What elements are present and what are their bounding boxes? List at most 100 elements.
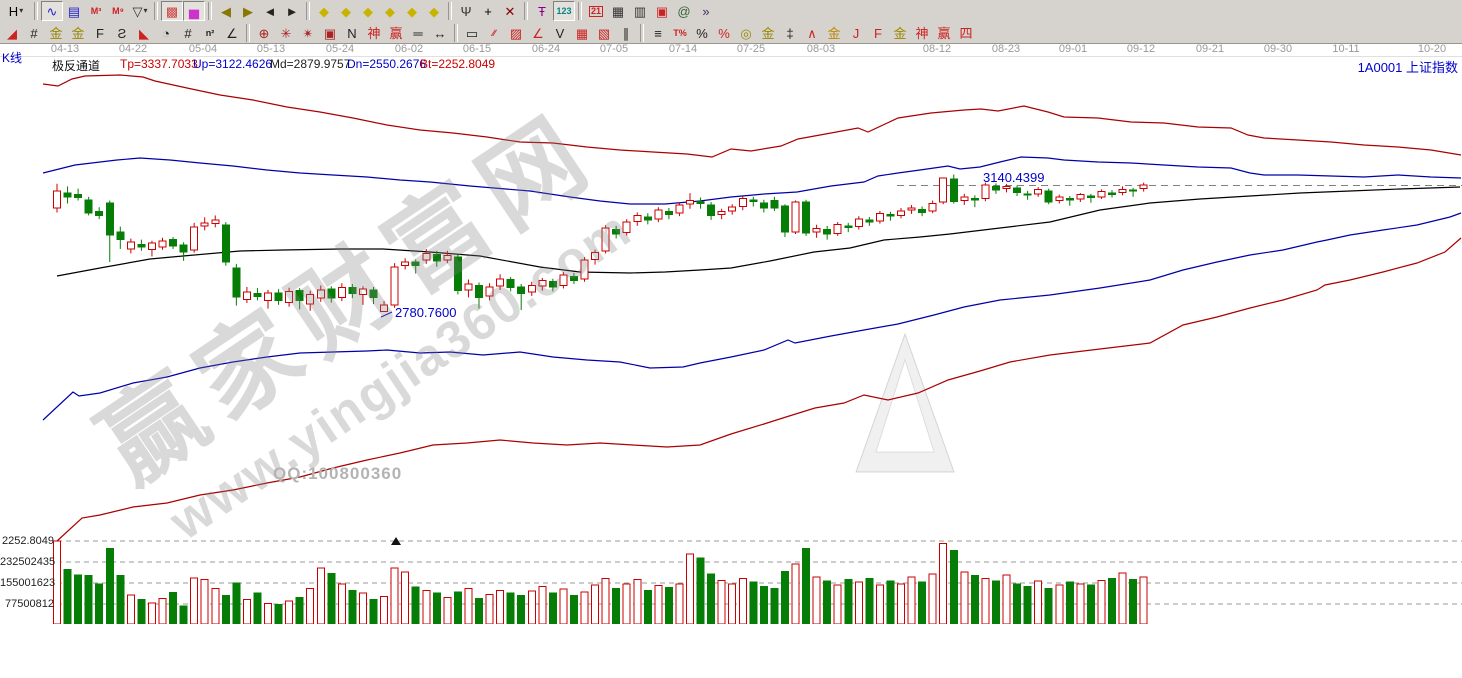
color-histogram-button[interactable]: ▅ — [183, 1, 205, 21]
gold-red-button[interactable]: 金 — [823, 23, 845, 43]
percent-line-button[interactable]: % — [713, 23, 735, 43]
volume-bar — [759, 586, 768, 624]
spiral-tool-button[interactable]: Ƨ — [111, 23, 133, 43]
count-123-button[interactable]: 123 — [553, 1, 575, 21]
volume-bar — [517, 595, 526, 624]
volume-bar — [780, 570, 789, 624]
j-angle-button[interactable]: J — [845, 23, 867, 43]
fibonacci-tool-button[interactable]: F — [89, 23, 111, 43]
compress-view-button[interactable]: ◆ — [379, 1, 401, 21]
volume-bar — [770, 587, 779, 624]
fit-view-button[interactable]: ◆ — [423, 1, 445, 21]
candle-body — [53, 190, 61, 209]
goto-first-button[interactable]: ◀ — [215, 1, 237, 21]
hand-tool-button[interactable]: Ψ — [455, 1, 477, 21]
indicator-list-button[interactable]: ≡ — [647, 23, 669, 43]
cycle-clock-button[interactable]: ◔ — [155, 23, 177, 43]
pattern-search-button[interactable]: ▩ — [161, 1, 183, 21]
brush-tool-button[interactable]: ◢ — [1, 23, 23, 43]
chart-type-combo-dropdown-icon[interactable]: ▾ — [19, 6, 24, 15]
candle-body — [717, 211, 726, 216]
volume-bar — [928, 573, 937, 624]
si-angle-button[interactable]: 四 — [955, 23, 977, 43]
goto-last-icon: ▶ — [243, 3, 253, 19]
indicator-list-icon: ≡ — [654, 25, 662, 41]
filter-tool-dropdown-icon[interactable]: ▾ — [143, 6, 148, 15]
chart-type-combo-button[interactable]: H ▾ — [1, 1, 31, 21]
shen-angle-button[interactable]: 神 — [911, 23, 933, 43]
goto-last-button[interactable]: ▶ — [237, 1, 259, 21]
web-square-button[interactable]: ✴ — [297, 23, 319, 43]
matrix-view-button[interactable]: ▦ — [607, 1, 629, 21]
candle-body — [1118, 188, 1127, 193]
layout-box-button[interactable]: ▭ — [461, 23, 483, 43]
volume-bar — [1023, 586, 1032, 624]
calendar-21-button[interactable]: 21 — [585, 1, 607, 21]
zoom-both-button[interactable]: ◆ — [357, 1, 379, 21]
percent-button[interactable]: % — [691, 23, 713, 43]
cut-tool-button[interactable]: ✕ — [499, 1, 521, 21]
n-square-button[interactable]: n² — [199, 23, 221, 43]
filter-tool-icon: ▽ — [132, 3, 143, 19]
expand-view-button[interactable]: ◆ — [401, 1, 423, 21]
ying-tool-button[interactable]: 赢 — [385, 23, 407, 43]
page-prev-button[interactable]: ◄ — [259, 1, 281, 21]
angle-tool-button[interactable]: ∠ — [221, 23, 243, 43]
brush-2-button[interactable]: ◣ — [133, 23, 155, 43]
wave-count-9-button[interactable]: M⁹ — [107, 1, 129, 21]
goto-first-icon: ◀ — [221, 3, 231, 19]
wave-count-3-button[interactable]: M³ — [85, 1, 107, 21]
elliott-wave-tool-button[interactable]: ∿ — [41, 1, 63, 21]
candle-body — [358, 288, 367, 295]
flag-pen-button[interactable]: ‡ — [779, 23, 801, 43]
note-view-button[interactable]: ▥ — [629, 1, 651, 21]
ray-fan-button[interactable]: ∕∕ — [483, 23, 505, 43]
text-tool-button[interactable]: Ŧ — [531, 1, 553, 21]
pattern-box-button[interactable]: ▨ — [505, 23, 527, 43]
gold-section-2-button[interactable]: 金 — [67, 23, 89, 43]
n-marks-button[interactable]: N — [341, 23, 363, 43]
zoom-h-out-button[interactable]: ◆ — [313, 1, 335, 21]
page-next-button[interactable]: ► — [281, 1, 303, 21]
mail-button[interactable]: @ — [673, 1, 695, 21]
circle-target-icon: ⊕ — [258, 25, 270, 41]
gold-section-1-button[interactable]: 金 — [45, 23, 67, 43]
candle-body — [823, 229, 832, 235]
square-target-button[interactable]: ▣ — [319, 23, 341, 43]
span-arrows-button[interactable]: ↔ — [429, 23, 451, 43]
channel-line-bt — [56, 237, 1462, 542]
gold-circle-button[interactable]: ◎ — [735, 23, 757, 43]
grid-red-2-button[interactable]: ▧ — [593, 23, 615, 43]
save-button[interactable]: ▣ — [651, 1, 673, 21]
export-button[interactable]: » — [695, 1, 717, 21]
zoom-h-in-button[interactable]: ◆ — [335, 1, 357, 21]
volume-bar — [897, 583, 905, 624]
hash-lines-button[interactable]: # — [177, 23, 199, 43]
toolbar-separator — [246, 24, 250, 42]
volume-bar — [844, 578, 853, 624]
trend-angle-button[interactable]: ∠ — [527, 23, 549, 43]
a-wave-button[interactable]: ∧ — [801, 23, 823, 43]
kline-chart-canvas[interactable]: 2780.7600 3140.4399 — [0, 0, 1462, 624]
candle-body — [949, 178, 958, 202]
grid-red-1-button[interactable]: ▦ — [571, 23, 593, 43]
gold-angle-button[interactable]: 金 — [889, 23, 911, 43]
gann-grid-button[interactable]: # — [23, 23, 45, 43]
volume-bar — [1013, 583, 1022, 624]
candle-body — [1023, 193, 1032, 196]
gold-lines-button[interactable]: 金 — [757, 23, 779, 43]
percent-t-button[interactable]: T% — [669, 23, 691, 43]
web-radial-button[interactable]: ✳ — [275, 23, 297, 43]
filter-tool-button[interactable]: ▽ ▾ — [129, 1, 151, 21]
f-angle-button[interactable]: F — [867, 23, 889, 43]
ying-angle-button[interactable]: 赢 — [933, 23, 955, 43]
parallel-lines-button[interactable]: ∥ — [615, 23, 637, 43]
circle-target-button[interactable]: ⊕ — [253, 23, 275, 43]
ruler-123-button[interactable]: ═ — [407, 23, 429, 43]
crosshair-tool-button[interactable]: + — [477, 1, 499, 21]
v-lines-button[interactable]: V — [549, 23, 571, 43]
shen-tool-button[interactable]: 神 — [363, 23, 385, 43]
volume-bar — [664, 587, 673, 624]
report-view-button[interactable]: ▤ — [63, 1, 85, 21]
volume-bar — [274, 604, 283, 624]
